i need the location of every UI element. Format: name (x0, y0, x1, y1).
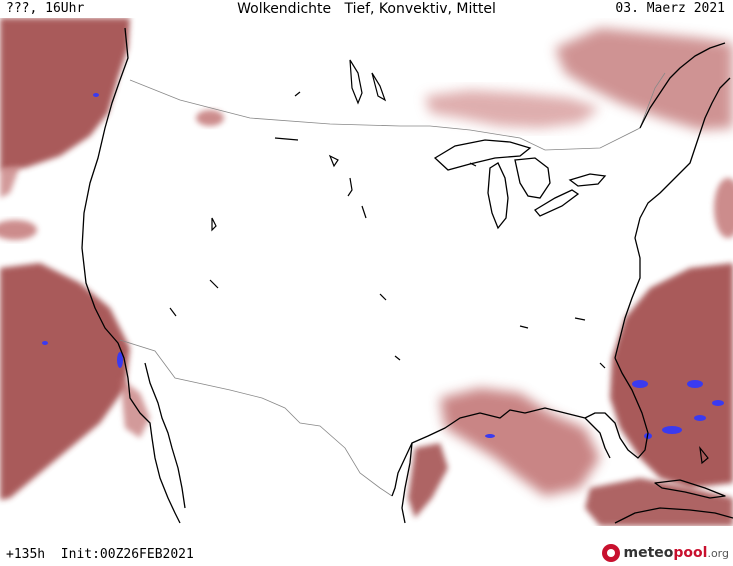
lake-huron (514, 157, 551, 199)
cloud-area-atlantic-southeast (610, 263, 733, 488)
us-mexico-border (119, 339, 393, 497)
meteopool-logo-icon (601, 544, 620, 562)
convective-cell (485, 434, 495, 438)
coastline-baja (144, 362, 186, 509)
small-lake (211, 217, 217, 232)
header-bar: ???, 16Uhr Wolkendichte Tief, Konvektiv,… (0, 0, 733, 20)
cloud-cover-layer (0, 18, 733, 526)
cloud-area-gulf-of-mexico (440, 388, 600, 496)
map-title: Wolkendichte Tief, Konvektiv, Mittel (237, 1, 496, 17)
cloud-area-baja-edge (120, 378, 150, 438)
weather-map (0, 18, 733, 526)
forecast-date: 03. Maerz 2021 (615, 1, 725, 16)
convective-cell (632, 380, 648, 388)
convective-cell (687, 380, 703, 388)
small-lake (361, 205, 367, 219)
inland-water-layer (169, 59, 709, 465)
lake-superior (433, 139, 532, 171)
convective-cell (93, 93, 99, 97)
great-lakes (433, 139, 607, 230)
cuba-island (654, 479, 726, 499)
coastline-hudson-north (639, 42, 726, 129)
coastline-pacific (81, 27, 181, 524)
lake-winnipeg (349, 59, 363, 105)
cloud-area-northwest-pacific (0, 18, 130, 170)
coastline-florida (584, 357, 649, 459)
coastline-caribbean (614, 507, 733, 524)
cloud-area-caribbean (585, 478, 733, 526)
lake-erie (534, 189, 580, 217)
convective-cell (712, 400, 724, 406)
coastline-atlantic (614, 77, 731, 359)
cloud-area-northwest-pacific-edge (0, 166, 20, 198)
cloud-area-canada-east (555, 28, 733, 130)
small-lake (294, 91, 301, 97)
small-lake (394, 355, 401, 361)
lake-michigan (487, 162, 509, 230)
model-run-info: +135h Init:00Z26FEB2021 (6, 547, 194, 562)
lake-ontario (568, 173, 607, 187)
cloud-area-texas-coast (408, 443, 448, 518)
small-lake (169, 307, 177, 317)
footer-bar: +135h Init:00Z26FEB2021 meteopool.org (0, 530, 733, 566)
small-lake (699, 445, 709, 465)
cloud-area-great-lakes (425, 90, 600, 128)
meteopool-logo[interactable]: meteopool.org (601, 542, 730, 564)
small-lake (379, 293, 387, 301)
small-lake (574, 317, 586, 321)
small-lake (599, 362, 606, 369)
small-lake (469, 162, 477, 167)
cloud-area-atlantic-far (714, 178, 733, 238)
convective-cell (694, 415, 706, 421)
cloud-area-california-low (0, 263, 130, 500)
small-lake (328, 154, 339, 168)
forecast-time-label: ???, 16Uhr (6, 1, 85, 16)
coastline-mexico-gulf (391, 407, 611, 497)
meteopool-brand-text: meteopool.org (623, 545, 730, 561)
convective-cell (662, 426, 682, 434)
small-lake (274, 137, 299, 141)
small-lake (347, 177, 353, 197)
lake-winnipegosis (371, 72, 387, 102)
coastline-gulf-west (401, 442, 413, 524)
coastline-layer (81, 27, 733, 524)
cloud-area-pacific-patch (0, 220, 37, 240)
convective-layer (42, 93, 724, 439)
convective-cell (117, 352, 123, 368)
cloud-area-minnesota (196, 110, 224, 126)
small-lake (209, 279, 219, 289)
small-lake (519, 325, 529, 329)
convective-cell (42, 341, 48, 345)
